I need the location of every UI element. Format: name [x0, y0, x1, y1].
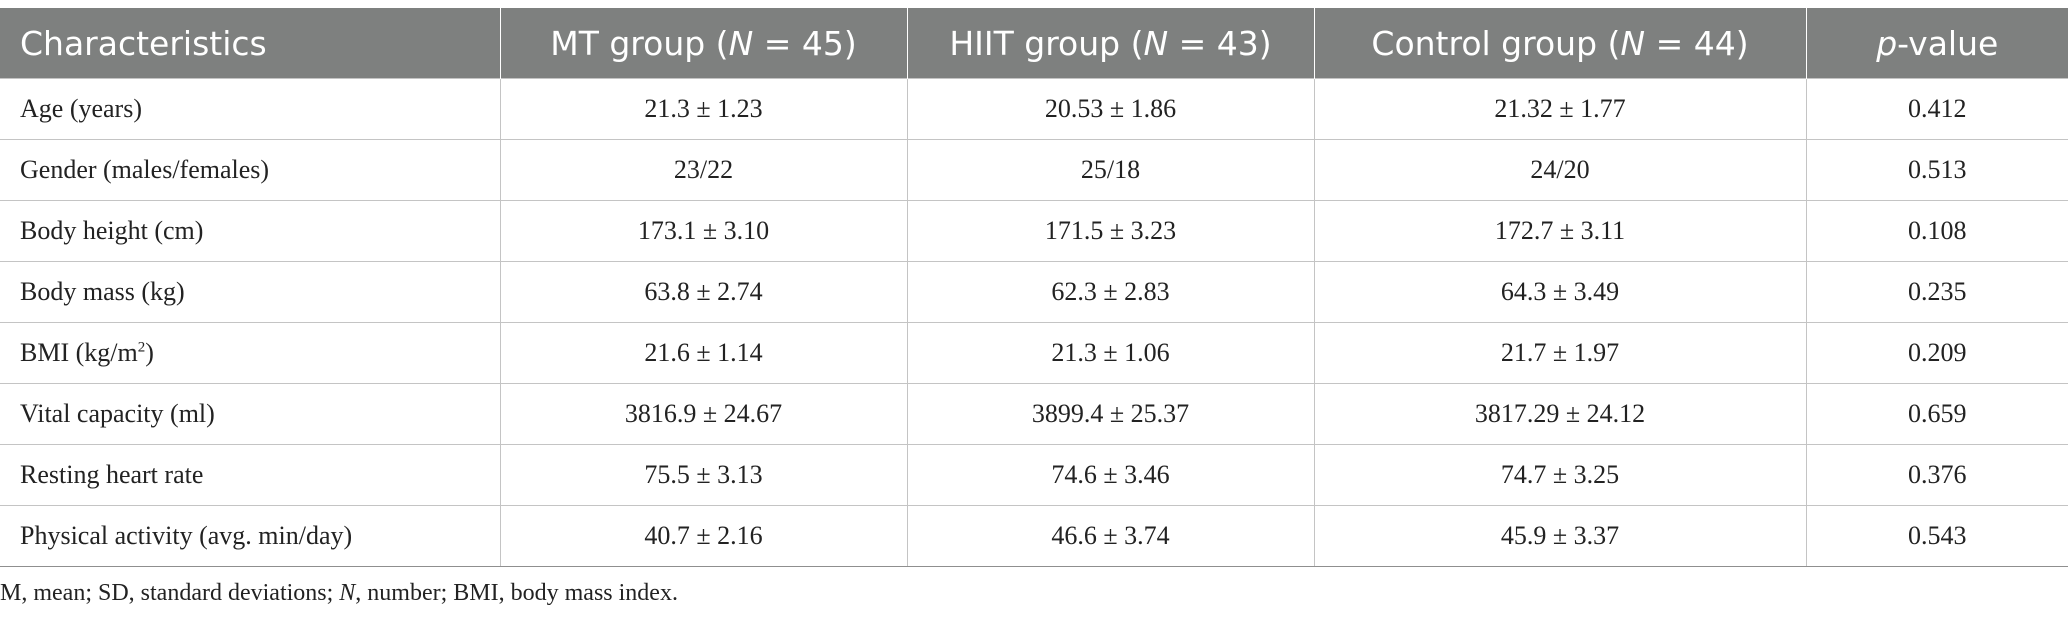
cell-p-value: 0.235 [1805, 261, 2068, 323]
cell-mt: 21.6 ± 1.14 [499, 322, 908, 384]
table-row: Gender (males/females) 23/22 25/18 24/20… [0, 139, 2068, 201]
cell-hiit: 74.6 ± 3.46 [906, 444, 1315, 506]
header-mt-group: MT group (N = 45) [499, 8, 908, 79]
cell-control: 21.32 ± 1.77 [1313, 78, 1807, 140]
cell-mt: 40.7 ± 2.16 [499, 505, 908, 567]
table-header: Characteristics MT group (N = 45) HIIT g… [0, 8, 2068, 79]
cell-control: 64.3 ± 3.49 [1313, 261, 1807, 323]
row-label: Gender (males/females) [0, 139, 501, 201]
row-label: Vital capacity (ml) [0, 383, 501, 445]
row-label: Body mass (kg) [0, 261, 501, 323]
table-footnote: M, mean; SD, standard deviations; N, num… [0, 580, 678, 606]
cell-hiit: 25/18 [906, 139, 1315, 201]
cell-mt: 63.8 ± 2.74 [499, 261, 908, 323]
header-hiit-group: HIIT group (N = 43) [906, 8, 1315, 79]
cell-hiit: 62.3 ± 2.83 [906, 261, 1315, 323]
row-label: Body height (cm) [0, 200, 501, 262]
table-body: Age (years) 21.3 ± 1.23 20.53 ± 1.86 21.… [0, 78, 2068, 567]
cell-hiit: 20.53 ± 1.86 [906, 78, 1315, 140]
characteristics-table: Characteristics MT group (N = 45) HIIT g… [0, 8, 2068, 567]
cell-hiit: 3899.4 ± 25.37 [906, 383, 1315, 445]
cell-p-value: 0.209 [1805, 322, 2068, 384]
header-control-group: Control group (N = 44) [1313, 8, 1807, 79]
row-label: Resting heart rate [0, 444, 501, 506]
cell-control: 3817.29 ± 24.12 [1313, 383, 1807, 445]
cell-hiit: 171.5 ± 3.23 [906, 200, 1315, 262]
header-characteristics: Characteristics [0, 8, 501, 79]
cell-p-value: 0.513 [1805, 139, 2068, 201]
table-row: Vital capacity (ml) 3816.9 ± 24.67 3899.… [0, 383, 2068, 445]
cell-mt: 23/22 [499, 139, 908, 201]
cell-mt: 3816.9 ± 24.67 [499, 383, 908, 445]
cell-mt: 75.5 ± 3.13 [499, 444, 908, 506]
cell-p-value: 0.376 [1805, 444, 2068, 506]
header-p-value: p-value [1805, 8, 2068, 79]
cell-p-value: 0.543 [1805, 505, 2068, 567]
row-label: BMI (kg/m2) [0, 322, 501, 384]
cell-p-value: 0.659 [1805, 383, 2068, 445]
cell-control: 74.7 ± 3.25 [1313, 444, 1807, 506]
cell-hiit: 21.3 ± 1.06 [906, 322, 1315, 384]
cell-mt: 21.3 ± 1.23 [499, 78, 908, 140]
cell-control: 24/20 [1313, 139, 1807, 201]
table-row: Body mass (kg) 63.8 ± 2.74 62.3 ± 2.83 6… [0, 261, 2068, 323]
table-row: Body height (cm) 173.1 ± 3.10 171.5 ± 3.… [0, 200, 2068, 262]
cell-control: 172.7 ± 3.11 [1313, 200, 1807, 262]
table-row: Age (years) 21.3 ± 1.23 20.53 ± 1.86 21.… [0, 78, 2068, 140]
cell-p-value: 0.108 [1805, 200, 2068, 262]
cell-p-value: 0.412 [1805, 78, 2068, 140]
header-row: Characteristics MT group (N = 45) HIIT g… [0, 8, 2068, 79]
cell-control: 45.9 ± 3.37 [1313, 505, 1807, 567]
characteristics-table-container: Characteristics MT group (N = 45) HIIT g… [0, 8, 2068, 567]
cell-mt: 173.1 ± 3.10 [499, 200, 908, 262]
row-label: Age (years) [0, 78, 501, 140]
row-label: Physical activity (avg. min/day) [0, 505, 501, 567]
table-row: Physical activity (avg. min/day) 40.7 ± … [0, 505, 2068, 567]
table-row: BMI (kg/m2) 21.6 ± 1.14 21.3 ± 1.06 21.7… [0, 322, 2068, 384]
cell-hiit: 46.6 ± 3.74 [906, 505, 1315, 567]
cell-control: 21.7 ± 1.97 [1313, 322, 1807, 384]
table-row: Resting heart rate 75.5 ± 3.13 74.6 ± 3.… [0, 444, 2068, 506]
